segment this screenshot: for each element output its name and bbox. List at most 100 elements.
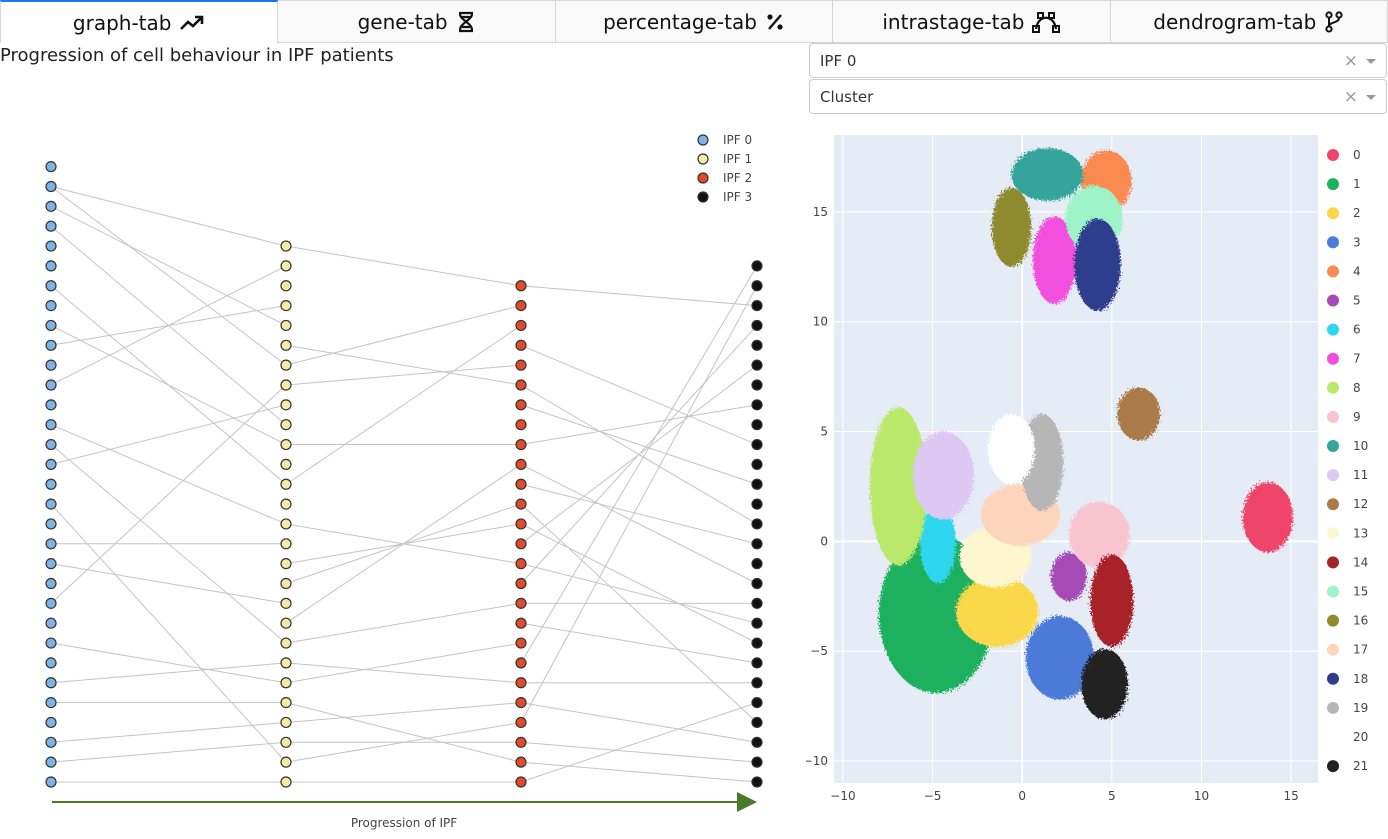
- legend-label[interactable]: 11: [1353, 468, 1368, 482]
- graph-node[interactable]: [280, 498, 292, 510]
- graph-node[interactable]: [515, 558, 527, 570]
- legend-marker-21[interactable]: [1327, 760, 1339, 773]
- graph-node[interactable]: [45, 597, 57, 609]
- legend-marker-3[interactable]: [1327, 236, 1339, 249]
- graph-node[interactable]: [45, 180, 57, 193]
- graph-node[interactable]: [751, 280, 763, 292]
- legend-marker-5[interactable]: [1327, 294, 1339, 307]
- graph-node[interactable]: [45, 478, 57, 490]
- legend-label[interactable]: 7: [1353, 352, 1361, 366]
- legend-label[interactable]: 15: [1353, 585, 1368, 599]
- graph-node[interactable]: [751, 498, 763, 510]
- graph-node[interactable]: [515, 696, 527, 709]
- graph-node[interactable]: [515, 300, 527, 312]
- legend-marker-15[interactable]: [1327, 585, 1339, 598]
- legend-label[interactable]: 19: [1353, 701, 1368, 715]
- patient-select[interactable]: IPF 0 ×: [809, 43, 1387, 78]
- graph-node[interactable]: [751, 379, 763, 391]
- graph-node[interactable]: [45, 458, 57, 470]
- legend-label[interactable]: IPF 0: [723, 133, 752, 147]
- graph-node[interactable]: [515, 438, 527, 451]
- graph-node[interactable]: [280, 657, 292, 669]
- legend-marker-8[interactable]: [1327, 381, 1339, 394]
- legend-label[interactable]: 16: [1353, 614, 1368, 628]
- graph-node[interactable]: [280, 319, 292, 332]
- graph-node[interactable]: [751, 736, 763, 748]
- graph-node[interactable]: [45, 240, 57, 252]
- legend-label[interactable]: IPF 3: [723, 190, 752, 204]
- graph-node[interactable]: [751, 677, 763, 689]
- legend-marker-17[interactable]: [1327, 643, 1339, 656]
- legend-label[interactable]: IPF 2: [723, 171, 752, 185]
- graph-node[interactable]: [751, 538, 763, 550]
- graph-node[interactable]: [515, 756, 527, 768]
- graph-node[interactable]: [515, 538, 527, 550]
- graph-node[interactable]: [45, 399, 57, 411]
- graph-node[interactable]: [515, 577, 527, 590]
- graph-node[interactable]: [280, 538, 292, 550]
- graph-node[interactable]: [515, 339, 527, 351]
- tab-percentage[interactable]: percentage-tab: [555, 0, 834, 43]
- chevron-down-icon[interactable]: [1366, 95, 1376, 100]
- graph-node[interactable]: [515, 776, 527, 788]
- legend-label[interactable]: 20: [1353, 730, 1368, 744]
- graph-node[interactable]: [280, 776, 292, 788]
- graph-node[interactable]: [45, 498, 57, 510]
- graph-node[interactable]: [280, 597, 292, 609]
- graph-node[interactable]: [751, 756, 763, 768]
- graph-node[interactable]: [45, 677, 57, 689]
- graph-node[interactable]: [751, 776, 763, 788]
- legend-label[interactable]: 8: [1353, 381, 1361, 395]
- legend-marker-1[interactable]: [1327, 178, 1339, 191]
- graph-node[interactable]: [45, 716, 57, 729]
- graph-node[interactable]: [751, 577, 763, 590]
- graph-node[interactable]: [280, 756, 292, 768]
- graph-node[interactable]: [515, 637, 527, 649]
- graph-node[interactable]: [45, 359, 57, 371]
- graph-node[interactable]: [45, 518, 57, 530]
- graph-node[interactable]: [751, 359, 763, 371]
- graph-node[interactable]: [280, 399, 292, 411]
- graph-node[interactable]: [515, 518, 527, 530]
- legend-label[interactable]: 18: [1353, 672, 1368, 686]
- legend-label[interactable]: 10: [1353, 439, 1368, 453]
- graph-node[interactable]: [751, 558, 763, 570]
- clear-icon[interactable]: ×: [1343, 50, 1358, 71]
- graph-node[interactable]: [45, 200, 57, 212]
- graph-node[interactable]: [45, 300, 57, 312]
- graph-node[interactable]: [751, 696, 763, 709]
- graph-node[interactable]: [280, 458, 292, 470]
- graph-node[interactable]: [751, 478, 763, 490]
- legend-marker-9[interactable]: [1327, 410, 1339, 423]
- graph-node[interactable]: [45, 756, 57, 768]
- graph-node[interactable]: [45, 617, 57, 629]
- tab-intrastage[interactable]: intrastage-tab: [833, 0, 1111, 43]
- graph-node[interactable]: [515, 617, 527, 629]
- legend-marker-20[interactable]: [1327, 731, 1339, 743]
- legend-label[interactable]: 4: [1353, 264, 1361, 278]
- graph-node[interactable]: [515, 379, 527, 391]
- graph-node[interactable]: [515, 319, 527, 332]
- graph-node[interactable]: [751, 716, 763, 729]
- tab-gene[interactable]: gene-tab: [278, 0, 556, 43]
- graph-node[interactable]: [515, 280, 527, 292]
- graph-node[interactable]: [280, 438, 292, 451]
- graph-node[interactable]: [751, 300, 763, 312]
- graph-node[interactable]: [45, 438, 57, 451]
- graph-node[interactable]: [751, 617, 763, 629]
- legend-marker-6[interactable]: [1327, 323, 1339, 336]
- legend-marker-14[interactable]: [1327, 556, 1339, 569]
- graph-node[interactable]: [45, 637, 57, 649]
- graph-node[interactable]: [280, 577, 292, 590]
- graph-node[interactable]: [751, 319, 763, 332]
- graph-node[interactable]: [45, 696, 57, 709]
- chevron-down-icon[interactable]: [1366, 59, 1376, 64]
- graph-node[interactable]: [280, 637, 292, 649]
- legend-marker-12[interactable]: [1327, 498, 1339, 511]
- graph-node[interactable]: [45, 736, 57, 748]
- graph-node[interactable]: [45, 577, 57, 590]
- graph-node[interactable]: [751, 339, 763, 351]
- graph-node[interactable]: [515, 736, 527, 748]
- graph-node[interactable]: [751, 419, 763, 431]
- graph-node[interactable]: [45, 538, 57, 550]
